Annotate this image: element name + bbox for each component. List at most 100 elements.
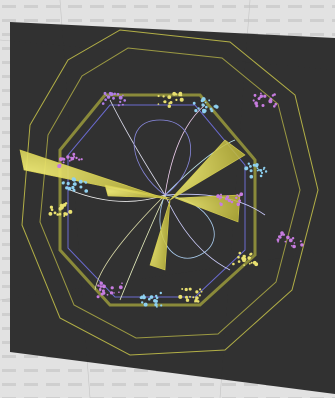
hit (175, 98, 178, 101)
hit (61, 181, 65, 185)
hit (236, 202, 241, 207)
hit (247, 162, 250, 165)
hit (215, 106, 218, 109)
hit (274, 102, 278, 106)
hit (121, 103, 124, 106)
hit (104, 93, 106, 95)
hit (112, 96, 115, 100)
hit (248, 262, 251, 265)
jet (174, 194, 241, 223)
hit (200, 99, 204, 103)
hit (122, 94, 124, 97)
hit (106, 293, 109, 296)
hit (71, 185, 75, 190)
inner-detector (58, 93, 257, 307)
hit (119, 100, 122, 103)
hit (284, 240, 287, 243)
hit (200, 290, 203, 293)
hit (264, 170, 268, 173)
hit (237, 255, 240, 259)
hit (109, 291, 114, 295)
hit (178, 92, 182, 97)
hit (118, 291, 120, 294)
hit (96, 295, 100, 299)
hit (148, 297, 151, 301)
hit (201, 103, 205, 107)
hit (79, 185, 83, 189)
hit (50, 208, 54, 212)
hit (178, 294, 183, 299)
hit (255, 104, 259, 108)
hit (256, 167, 259, 170)
hit (286, 235, 290, 240)
hit (238, 251, 242, 255)
hit (199, 288, 202, 291)
hit (263, 94, 267, 98)
hit (105, 94, 108, 97)
hit (78, 179, 83, 184)
jets (19, 139, 246, 271)
hit (56, 213, 59, 216)
hit (238, 199, 242, 203)
hit (263, 166, 266, 169)
hit (208, 99, 211, 102)
hit (195, 296, 199, 300)
hit (188, 288, 191, 290)
calorimeter-outline (21, 29, 319, 356)
hit (268, 99, 273, 104)
hit (110, 286, 114, 290)
hit (118, 285, 123, 290)
hit (259, 169, 263, 172)
hit (198, 294, 201, 297)
hit (225, 197, 229, 201)
hit (185, 298, 190, 302)
hit (219, 202, 223, 206)
hit (97, 284, 100, 287)
hit (121, 282, 123, 285)
hit (204, 101, 207, 104)
hit (118, 95, 123, 100)
hit (249, 169, 253, 173)
hit (140, 295, 144, 299)
hit (179, 97, 184, 102)
hit (154, 303, 158, 307)
hit (273, 93, 276, 96)
hit (282, 233, 286, 236)
hit (258, 96, 261, 100)
hit (254, 101, 258, 105)
hit (280, 231, 284, 235)
hit (192, 101, 196, 105)
hit (260, 92, 262, 95)
hit (155, 296, 159, 300)
hit (58, 164, 62, 168)
hit (249, 165, 252, 168)
hit (157, 94, 160, 98)
hit (102, 284, 106, 289)
tracker-outline (67, 104, 246, 298)
hit (67, 186, 72, 191)
hit (232, 262, 235, 266)
hit (61, 205, 65, 208)
hit (99, 285, 103, 288)
jet (19, 149, 171, 201)
hit (243, 264, 246, 266)
hit (254, 94, 257, 97)
hit (78, 158, 81, 161)
hit (155, 294, 158, 298)
hit (220, 193, 222, 196)
hit (255, 164, 259, 168)
hit (292, 244, 296, 249)
hit (156, 306, 158, 308)
hit (159, 291, 162, 295)
display-panel (10, 22, 335, 394)
hit (68, 209, 73, 214)
hit (236, 194, 239, 196)
hit (192, 296, 195, 299)
hit (58, 212, 62, 216)
hit (249, 174, 254, 179)
hit (258, 169, 260, 171)
hit (162, 95, 165, 98)
hit (189, 295, 191, 298)
